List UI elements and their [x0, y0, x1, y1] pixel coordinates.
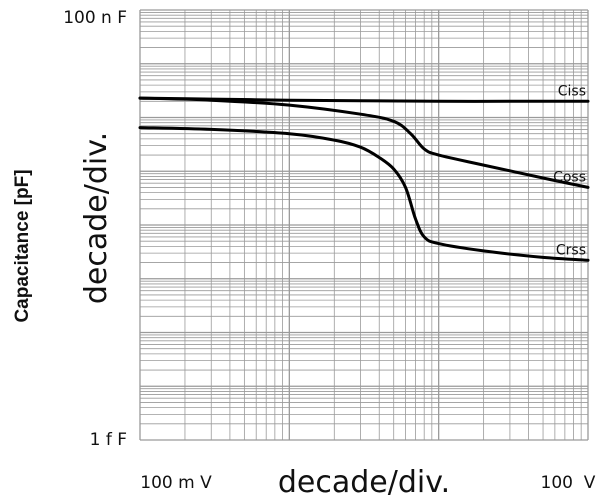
series-labels: Ciss Coss Crss — [553, 83, 586, 258]
series-lines — [138, 96, 590, 262]
y-axis-label: Capacitance [pF] — [12, 169, 33, 322]
y-scale-label: decade/div. — [79, 132, 114, 304]
series-label-ciss: Ciss — [558, 83, 586, 99]
y-tick-label-bottom: 1 f F — [90, 430, 127, 450]
x-scale-label: decade/div. — [278, 465, 450, 498]
series-line-crss — [138, 126, 590, 262]
series-label-coss: Coss — [553, 169, 586, 185]
y-tick-label-top: 100 n F — [63, 8, 127, 28]
x-tick-label-right: 100 V — [541, 473, 596, 493]
series-line-coss — [138, 96, 590, 189]
series-label-crss: Crss — [556, 242, 586, 258]
x-tick-label-left: 100 m V — [140, 473, 212, 493]
grid — [139, 9, 589, 441]
